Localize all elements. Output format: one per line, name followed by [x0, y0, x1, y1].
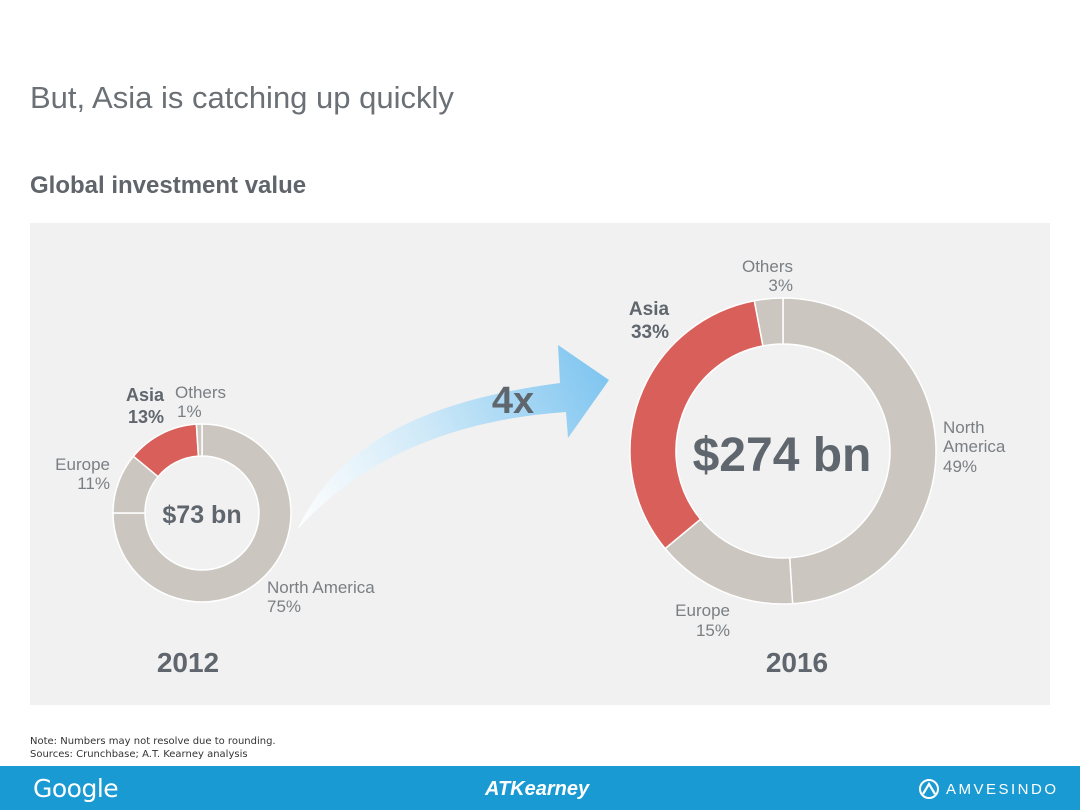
label-2012-asia-name: Asia: [126, 385, 165, 405]
slice-2012-north-america: [112, 423, 292, 603]
label-2012-others-name: Others: [175, 383, 226, 402]
label-2016-europe-name: Europe: [675, 601, 730, 620]
note-line: Note: Numbers may not resolve due to rou…: [30, 736, 276, 747]
section-title: Global investment value: [30, 172, 307, 199]
amvesindo-logo: AMVESINDO: [918, 778, 1059, 800]
label-2012-europe-name: Europe: [55, 455, 110, 474]
label-2012-na-name: North America: [267, 578, 375, 597]
label-2016-asia-value: 33%: [631, 322, 669, 343]
label-2016-na-name-1: North: [943, 418, 985, 437]
slice-2016-others: [753, 297, 784, 347]
label-2012-others-value: 1%: [177, 402, 202, 421]
amvesindo-text: AMVESINDO: [946, 780, 1059, 798]
footnote: Note: Numbers may not resolve due to rou…: [30, 735, 276, 761]
footer-bar: Google ATKearney AMVESINDO: [0, 766, 1080, 810]
label-2016-europe-value: 15%: [696, 621, 730, 640]
donut-2016: [629, 297, 937, 605]
sources-line: Sources: Crunchbase; A.T. Kearney analys…: [30, 749, 248, 760]
label-2016-na-value: 49%: [943, 457, 977, 476]
label-2012-asia-value: 13%: [128, 407, 164, 427]
donut-2012: [112, 423, 292, 603]
label-2016-na-name-2: America: [943, 437, 1006, 456]
label-2012-europe-value: 11%: [77, 474, 110, 493]
growth-arrow: [297, 345, 609, 530]
atkearney-logo: ATKearney: [485, 778, 590, 800]
growth-multiplier: 4x: [492, 380, 534, 422]
total-2016: $274 bn: [693, 429, 872, 482]
total-2012: $73 bn: [162, 501, 241, 529]
slice-2016-asia: [629, 299, 764, 550]
page-title: But, Asia is catching up quickly: [30, 80, 454, 115]
amvesindo-mark-icon: [919, 779, 939, 799]
slice-2016-north-america: [782, 297, 937, 605]
label-2016-others-name: Others: [742, 257, 793, 276]
label-2012-na-value: 75%: [267, 597, 301, 616]
chart-area: 4x $73 bn 2012 Asia 13% Others 1% Europe…: [55, 257, 1006, 678]
slice-2012-others: [195, 423, 203, 457]
label-2016-others-value: 3%: [768, 276, 793, 295]
label-2016-asia-name: Asia: [629, 299, 670, 320]
year-2016: 2016: [766, 647, 828, 678]
chart-panel: [30, 223, 1050, 705]
year-2012: 2012: [157, 647, 219, 678]
google-logo: Google: [33, 774, 119, 803]
